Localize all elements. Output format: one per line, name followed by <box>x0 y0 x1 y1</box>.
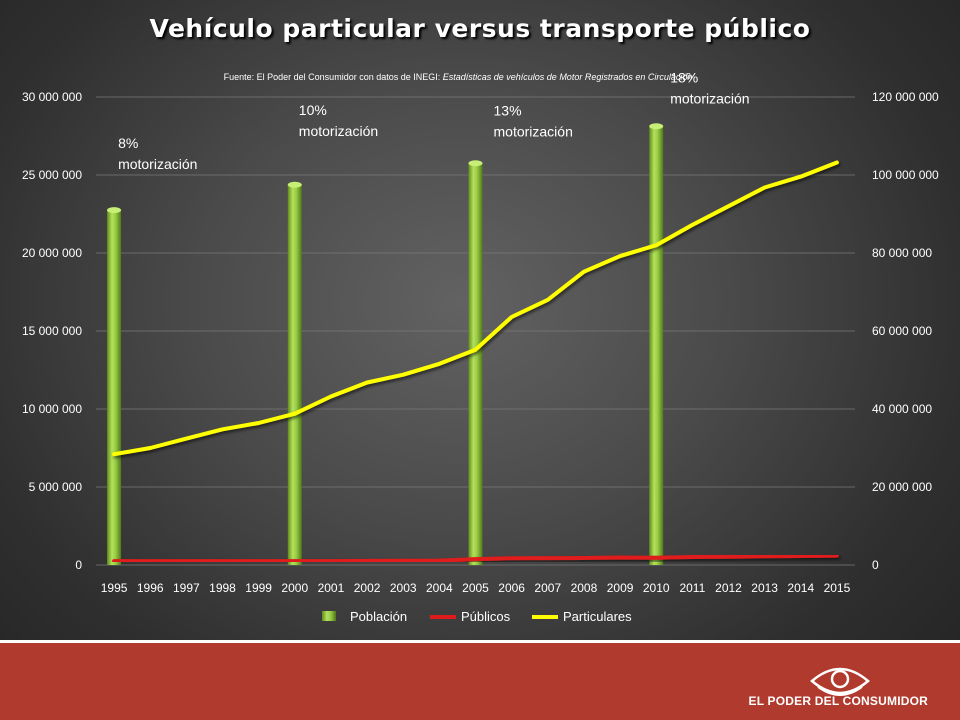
x-tick-label: 2005 <box>462 581 489 595</box>
x-tick-label: 2002 <box>354 581 381 595</box>
bar-poblacion <box>649 126 664 565</box>
x-tick-label: 2014 <box>787 581 814 595</box>
y-left-tick-label: 20 000 000 <box>22 246 82 260</box>
x-tick-label: 2000 <box>281 581 308 595</box>
y-right-tick-label: 100 000 000 <box>872 168 939 182</box>
motorization-label: 8% motorización <box>118 135 197 172</box>
subtitle-source: Fuente: El Poder del Consumidor con dato… <box>224 72 443 82</box>
y-left-tick-label: 25 000 000 <box>22 168 82 182</box>
legend-swatch-poblacion <box>322 611 336 621</box>
legend-label: Públicos <box>461 609 511 624</box>
x-tick-label: 1998 <box>209 581 236 595</box>
line-públicos <box>112 553 839 564</box>
legend-label: Población <box>350 609 407 624</box>
x-tick-label: 2010 <box>643 581 670 595</box>
x-tick-label: 1995 <box>101 581 128 595</box>
x-tick-label: 2009 <box>607 581 634 595</box>
x-tick-label: 2001 <box>318 581 345 595</box>
bar-poblacion <box>468 163 483 566</box>
bar-cap <box>649 123 664 130</box>
y-right-tick-label: 60 000 000 <box>872 324 932 338</box>
x-tick-label: 2006 <box>498 581 525 595</box>
chart-subtitle: Fuente: El Poder del Consumidor con dato… <box>224 72 693 82</box>
y-right-tick-label: 80 000 000 <box>872 246 932 260</box>
y-right-tick-label: 40 000 000 <box>872 402 932 416</box>
y-right-tick-label: 120 000 000 <box>872 90 939 104</box>
y-right-tick-label: 0 <box>872 558 879 572</box>
brand-name: EL PODER DEL CONSUMIDOR <box>748 694 928 708</box>
line-particulares <box>112 160 839 457</box>
bar-cap <box>107 207 122 214</box>
x-tick-label: 1996 <box>137 581 164 595</box>
y-left-tick-label: 15 000 000 <box>22 324 82 338</box>
x-tick-label: 2013 <box>751 581 778 595</box>
x-tick-label: 2012 <box>715 581 742 595</box>
eye-icon <box>810 667 870 696</box>
footer-bar: EL PODER DEL CONSUMIDOR <box>0 640 960 720</box>
chart-title: Vehículo particular versus transporte pú… <box>149 14 811 43</box>
x-tick-label: 2004 <box>426 581 453 595</box>
legend-label: Particulares <box>563 609 632 624</box>
chart: Fuente: El Poder del Consumidor con dato… <box>22 69 939 624</box>
x-tick-label: 1999 <box>245 581 272 595</box>
x-tick-label: 2015 <box>824 581 851 595</box>
x-tick-label: 2011 <box>679 581 705 595</box>
y-left-tick-label: 0 <box>75 558 82 572</box>
x-tick-label: 2007 <box>534 581 561 595</box>
bar-poblacion <box>287 184 302 565</box>
y-left-tick-label: 5 000 000 <box>29 480 83 494</box>
bar-cap <box>468 160 483 167</box>
x-tick-label: 2003 <box>390 581 417 595</box>
subtitle-dataset: Estadísticas de vehículos de Motor Regis… <box>443 72 693 82</box>
bar-poblacion <box>107 210 122 565</box>
y-left-tick-label: 10 000 000 <box>22 402 82 416</box>
x-tick-label: 1997 <box>173 581 200 595</box>
y-left-tick-label: 30 000 000 <box>22 90 82 104</box>
x-tick-label: 2008 <box>571 581 598 595</box>
motorization-label: 10% motorización <box>299 102 378 139</box>
y-right-tick-label: 20 000 000 <box>872 480 932 494</box>
bar-cap <box>287 181 302 188</box>
motorization-label: 18% motorización <box>670 69 749 106</box>
motorization-label: 13% motorización <box>494 102 573 139</box>
